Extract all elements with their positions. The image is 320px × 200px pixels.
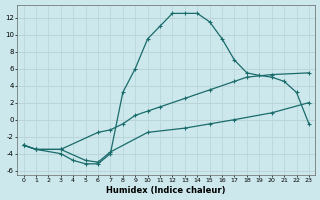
X-axis label: Humidex (Indice chaleur): Humidex (Indice chaleur) bbox=[107, 186, 226, 195]
